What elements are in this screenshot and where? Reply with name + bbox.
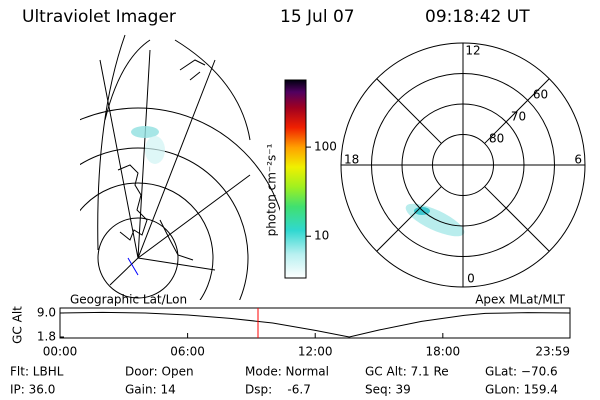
- alt-xtick-label: 18:00: [426, 345, 461, 359]
- date: 15 Jul 07: [280, 7, 355, 27]
- alt-curve: [59, 311, 571, 338]
- polar-diagonal: [484, 186, 550, 252]
- status-field: Gain: 14: [125, 383, 176, 397]
- alt-xtick-label: 06:00: [170, 345, 205, 359]
- alt-xtick-label: 23:59: [535, 345, 570, 359]
- alt-ytick-label: 1.8: [37, 330, 56, 344]
- polar-diagonal: [376, 186, 442, 252]
- polar-diagonal: [484, 78, 550, 144]
- status-field: IP: 36.0: [10, 383, 55, 397]
- aurora: [405, 203, 465, 237]
- lat-ring: [371, 73, 555, 257]
- colorbar-tick-label: 100: [314, 140, 337, 154]
- status-field: GLon: 159.4: [485, 383, 558, 397]
- time: 09:18:42 UT: [425, 7, 530, 27]
- lat-label: 70: [511, 110, 526, 124]
- alt-xtick-label: 12:00: [298, 345, 333, 359]
- mlt-label: 0: [467, 272, 475, 286]
- mlt-label: 18: [344, 153, 359, 167]
- status-field: Mode: Normal: [245, 365, 329, 379]
- status-field: Flt: LBHL: [10, 365, 64, 379]
- colorbar-tick-label: 10: [314, 229, 329, 243]
- colorbar-label: photon cm⁻²s⁻¹: [265, 143, 279, 236]
- status-field: Dsp: -6.7: [245, 383, 311, 397]
- status-field: GLat: −70.6: [485, 365, 558, 379]
- status-field: GC Alt: 7.1 Re: [365, 365, 449, 379]
- status-field: Seq: 39: [365, 383, 411, 397]
- lat-ring: [401, 103, 525, 227]
- mlt-label: 12: [465, 44, 480, 58]
- status-field: Door: Open: [125, 365, 194, 379]
- polar-diagonal: [376, 78, 442, 144]
- alt-ytick-label: 9.0: [37, 306, 56, 320]
- lat-ring: [432, 134, 494, 196]
- right-panel-label: Apex MLat/MLT: [475, 293, 565, 307]
- mlt-label: 6: [574, 153, 582, 167]
- title: Ultraviolet Imager: [22, 7, 176, 27]
- alt-ylabel: GC Alt: [11, 306, 25, 344]
- geo-map: [80, 34, 280, 300]
- lat-label: 80: [489, 132, 504, 146]
- lat-label: 60: [533, 88, 548, 102]
- left-panel-label: Geographic Lat/Lon: [70, 293, 187, 307]
- colorbar: [284, 79, 307, 279]
- alt-xtick-label: 00:00: [43, 345, 78, 359]
